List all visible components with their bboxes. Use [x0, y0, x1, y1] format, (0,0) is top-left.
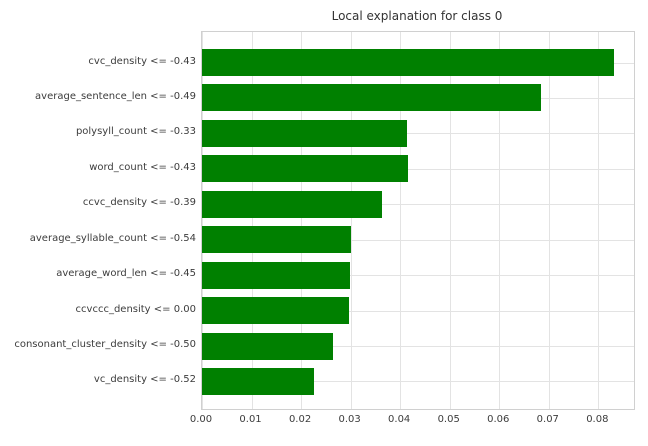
- x-tick-label: 0.03: [338, 414, 361, 425]
- y-axis-labels: cvc_density <= -0.43 average_sentence_len…: [0, 31, 196, 408]
- plot-area: [201, 31, 635, 410]
- bar: [202, 155, 408, 183]
- bar: [202, 226, 351, 254]
- x-tick-label: 0.01: [239, 414, 262, 425]
- x-tick-label: 0.07: [536, 414, 559, 425]
- gridline-vertical: [598, 32, 600, 409]
- x-tick-label: 0.04: [388, 414, 411, 425]
- y-tick-label: average_word_len <= -0.45: [56, 268, 196, 280]
- bar: [202, 190, 382, 218]
- bar: [202, 119, 408, 147]
- gridline-horizontal: [202, 239, 634, 241]
- gridline-horizontal: [202, 168, 634, 170]
- gridline-horizontal: [202, 310, 634, 312]
- gridline-vertical: [301, 32, 303, 409]
- gridline-vertical: [499, 32, 501, 409]
- bar: [202, 49, 615, 76]
- gridline-vertical: [202, 32, 203, 409]
- gridline-horizontal: [202, 275, 634, 277]
- y-tick-label: cvc_density <= -0.43: [88, 55, 196, 67]
- gridline-vertical: [400, 32, 402, 409]
- y-tick-label: polysyll_count <= -0.33: [75, 126, 196, 138]
- x-axis-labels: 0.00 0.01 0.02 0.03 0.04 0.05 0.06 0.07 0.08: [190, 414, 633, 428]
- bar: [202, 332, 333, 360]
- gridline-horizontal: [202, 346, 634, 348]
- bar: [202, 297, 349, 325]
- gridline-vertical: [251, 32, 253, 409]
- y-tick-label: word_count <= -0.43: [89, 161, 196, 173]
- x-tick-label: 0.05: [437, 414, 460, 425]
- gridline-vertical: [548, 32, 550, 409]
- y-tick-label: average_sentence_len <= -0.49: [35, 90, 196, 102]
- bar: [202, 84, 541, 112]
- gridline-vertical: [350, 32, 352, 409]
- y-tick-label: average_syllable_count <= -0.54: [29, 232, 196, 244]
- y-tick-label: ccvc_density <= -0.39: [82, 197, 196, 209]
- bar: [202, 261, 351, 289]
- gridline-vertical: [449, 32, 451, 409]
- y-tick-label: ccvccc_density <= 0.00: [75, 303, 196, 315]
- y-tick-label: consonant_cluster_density <= -0.50: [14, 339, 196, 351]
- chart-title: Local explanation for class 0: [331, 9, 503, 23]
- x-tick-label: 0.06: [487, 414, 510, 425]
- bar: [202, 367, 315, 395]
- gridline-horizontal: [202, 381, 634, 383]
- x-tick-label: 0.02: [288, 414, 312, 425]
- y-tick-label: vc_density <= -0.52: [93, 374, 196, 386]
- gridline-horizontal: [202, 133, 634, 135]
- gridline-horizontal: [202, 204, 634, 206]
- x-tick-label: 0.08: [586, 414, 609, 425]
- x-tick-label: 0.00: [189, 414, 213, 425]
